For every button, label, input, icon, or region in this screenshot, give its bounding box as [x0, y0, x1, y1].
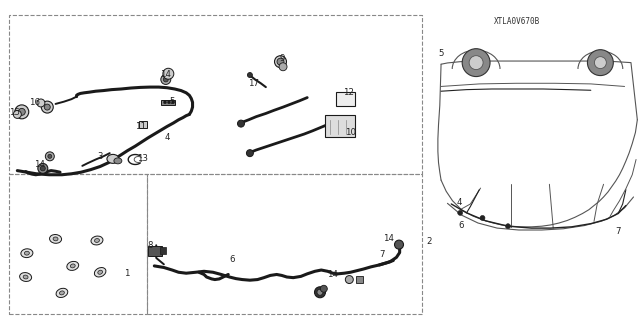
FancyBboxPatch shape: [335, 92, 355, 106]
Ellipse shape: [24, 251, 29, 255]
Text: 13: 13: [138, 154, 148, 163]
Circle shape: [248, 72, 252, 78]
Text: 5: 5: [438, 48, 444, 58]
Ellipse shape: [91, 236, 103, 245]
Circle shape: [163, 101, 166, 104]
Circle shape: [275, 56, 287, 68]
Text: 10: 10: [345, 128, 356, 137]
Bar: [139, 121, 147, 128]
Text: 3: 3: [97, 152, 103, 161]
Text: 1: 1: [124, 269, 130, 278]
Ellipse shape: [70, 264, 75, 268]
Ellipse shape: [23, 275, 28, 279]
Text: 14: 14: [34, 160, 45, 169]
Text: 6: 6: [229, 255, 235, 264]
Circle shape: [246, 150, 253, 157]
Text: 15: 15: [8, 108, 20, 117]
Text: 8: 8: [147, 241, 152, 250]
Circle shape: [48, 154, 52, 158]
Text: 7: 7: [380, 250, 385, 259]
Circle shape: [588, 50, 613, 76]
Text: 17: 17: [248, 79, 259, 88]
Ellipse shape: [67, 261, 79, 271]
Ellipse shape: [21, 249, 33, 257]
Ellipse shape: [95, 239, 99, 242]
Text: 9: 9: [279, 54, 284, 63]
Circle shape: [279, 63, 287, 71]
Ellipse shape: [60, 291, 65, 295]
Circle shape: [595, 57, 606, 69]
Ellipse shape: [98, 270, 102, 274]
Ellipse shape: [20, 272, 31, 281]
Circle shape: [277, 58, 284, 65]
Circle shape: [15, 105, 29, 119]
Circle shape: [394, 240, 403, 249]
Circle shape: [44, 104, 51, 110]
Text: XTLA0V670B: XTLA0V670B: [495, 17, 541, 26]
Circle shape: [163, 77, 168, 82]
Text: 14: 14: [160, 70, 172, 79]
Circle shape: [13, 110, 21, 118]
Circle shape: [40, 166, 45, 171]
Text: 12: 12: [343, 88, 354, 97]
Ellipse shape: [114, 158, 122, 164]
Bar: [325, 115, 355, 137]
Text: 14: 14: [383, 234, 394, 243]
Circle shape: [237, 120, 244, 127]
Circle shape: [469, 56, 483, 70]
Text: 5: 5: [170, 97, 175, 106]
Circle shape: [163, 68, 174, 79]
Ellipse shape: [53, 237, 58, 241]
Bar: [161, 100, 175, 105]
Circle shape: [37, 99, 45, 107]
Text: 2: 2: [427, 237, 433, 246]
Circle shape: [161, 74, 171, 85]
Bar: [9, 15, 422, 174]
Circle shape: [506, 224, 511, 229]
Ellipse shape: [56, 288, 68, 298]
Circle shape: [19, 108, 25, 115]
Text: 6: 6: [459, 221, 464, 230]
Bar: [147, 174, 422, 314]
Circle shape: [38, 163, 48, 173]
Bar: [356, 276, 363, 283]
Text: 4: 4: [164, 133, 170, 142]
Text: 7: 7: [616, 227, 621, 236]
Ellipse shape: [94, 268, 106, 277]
Circle shape: [45, 152, 54, 161]
Circle shape: [321, 285, 327, 292]
Text: 16: 16: [29, 99, 40, 108]
Circle shape: [42, 101, 53, 113]
Ellipse shape: [49, 234, 61, 243]
Text: 11: 11: [135, 122, 146, 131]
Text: 14: 14: [327, 270, 339, 279]
Circle shape: [168, 101, 170, 104]
Circle shape: [317, 289, 323, 295]
Text: 4: 4: [456, 198, 461, 207]
Circle shape: [480, 215, 485, 220]
Circle shape: [462, 49, 490, 77]
Bar: [148, 246, 162, 256]
Bar: [160, 247, 166, 254]
Bar: [9, 174, 147, 314]
Circle shape: [346, 276, 353, 284]
Circle shape: [458, 210, 463, 215]
Ellipse shape: [107, 154, 119, 163]
Circle shape: [172, 101, 175, 104]
Circle shape: [314, 287, 326, 298]
